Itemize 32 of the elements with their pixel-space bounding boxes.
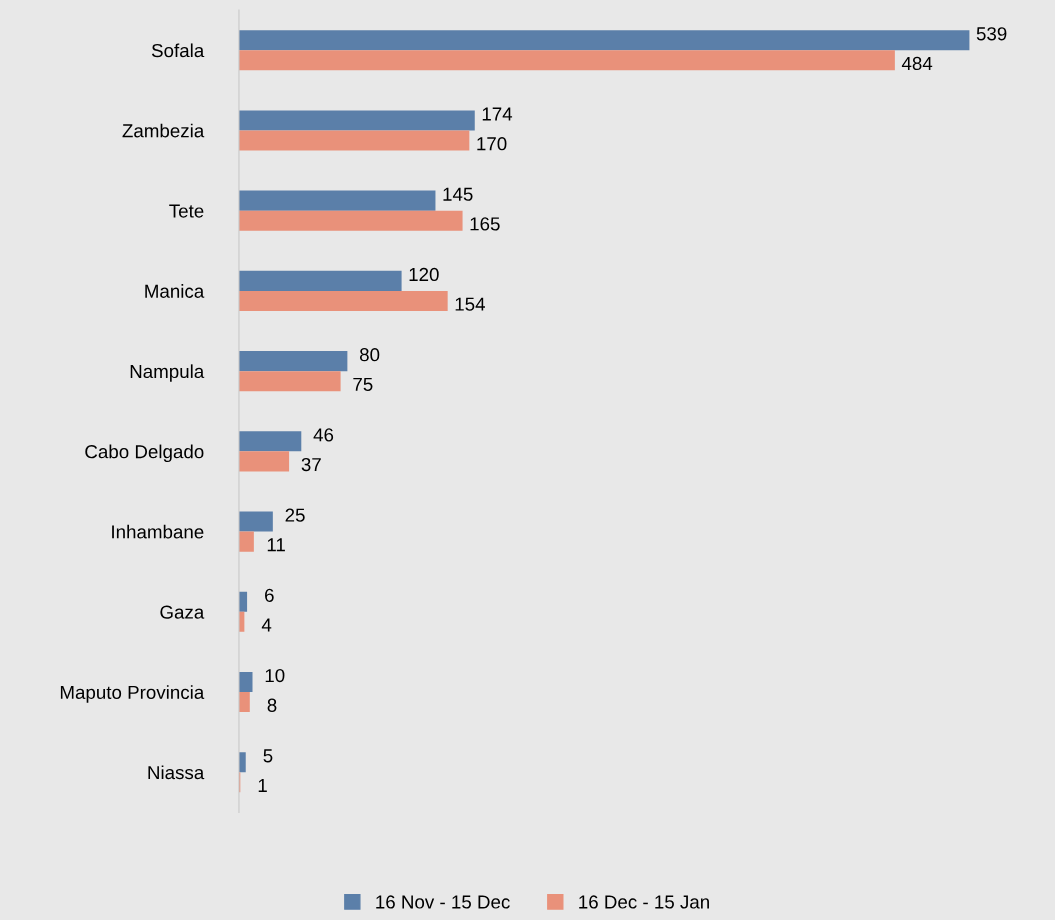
data-label: 25 [285, 508, 305, 522]
y-tick-label: Niassa [148, 765, 205, 780]
data-label: 1 [258, 779, 267, 792]
data-label: 154 [455, 297, 485, 311]
data-label: 8 [267, 698, 277, 712]
data-label: 120 [409, 267, 439, 282]
data-label: 80 [359, 348, 380, 362]
data-label: 539 [976, 27, 1007, 41]
data-label: 170 [477, 137, 507, 151]
y-tick-label: Sofala [151, 43, 205, 58]
legend-label: 16 Nov - 15 Dec [376, 895, 510, 909]
data-label: 174 [482, 107, 513, 121]
data-label: 75 [353, 377, 373, 391]
data-label: 11 [267, 538, 285, 552]
y-tick-label: Maputo Provincia [60, 685, 205, 703]
y-tick-label: Zambezia [122, 123, 205, 138]
data-label: 5 [263, 749, 273, 763]
y-tick-label: Inhambane [112, 524, 204, 539]
legend-label: 16 Dec - 15 Jan [579, 895, 709, 909]
data-label: 37 [301, 457, 321, 472]
y-tick-label: Cabo Delgado [85, 444, 204, 463]
data-label: 145 [443, 187, 473, 201]
y-tick-label: Manica [145, 284, 205, 298]
data-label: 10 [265, 668, 285, 683]
data-label: 4 [261, 618, 272, 632]
data-label: 165 [470, 217, 500, 231]
y-tick-label: Nampula [130, 364, 205, 382]
y-tick-label: Gaza [160, 605, 205, 619]
data-label: 6 [265, 588, 274, 602]
data-label: 484 [901, 56, 933, 71]
data-label: 46 [313, 428, 334, 442]
y-tick-label: Tete [169, 204, 204, 218]
